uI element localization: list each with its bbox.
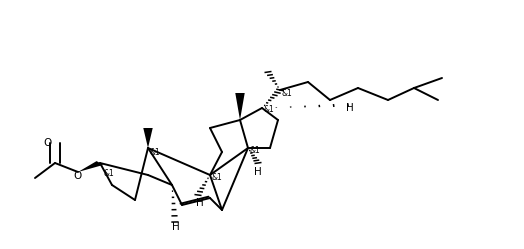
Text: O: O [43,138,51,148]
Polygon shape [78,161,103,172]
Text: H: H [172,222,180,232]
Text: &1: &1 [103,169,114,178]
Text: &1: &1 [212,173,223,182]
Text: O: O [74,171,82,181]
Polygon shape [235,93,245,120]
Polygon shape [143,128,152,148]
Text: &1: &1 [282,88,293,98]
Text: &1: &1 [264,106,275,115]
Text: &1: &1 [250,145,261,154]
Text: H: H [196,198,204,208]
Text: H: H [346,103,354,113]
Text: &1: &1 [150,147,161,157]
Text: H: H [254,167,262,177]
